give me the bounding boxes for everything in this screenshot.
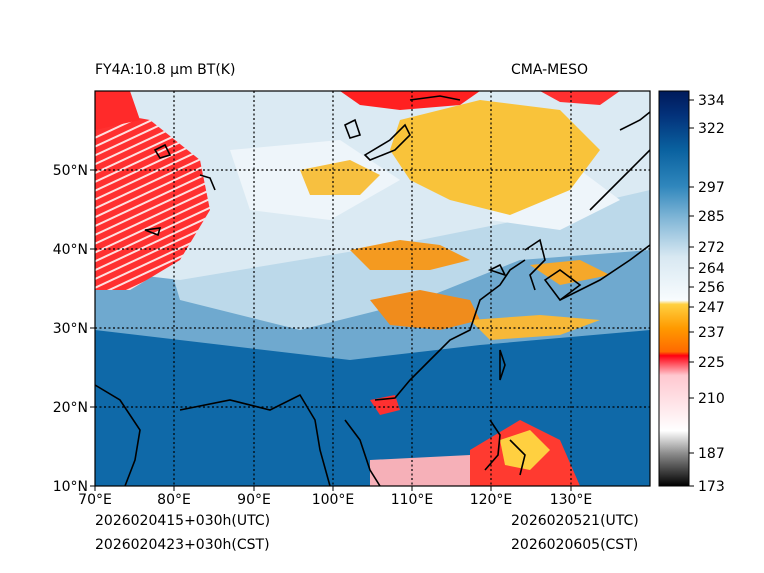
- colorbar-tick-label: 187: [698, 446, 725, 462]
- colorbar-tick-label: 225: [698, 355, 725, 371]
- lon-label: 120°E: [470, 492, 513, 508]
- lon-label: 90°E: [237, 492, 271, 508]
- lon-label: 130°E: [550, 492, 593, 508]
- colorbar-tick-label: 264: [698, 261, 725, 277]
- colorbar-tick-label: 210: [698, 391, 725, 407]
- map-frame: [94, 90, 651, 487]
- lat-label: 40°N: [53, 242, 88, 258]
- init-time-utc: 2026020415+030h(UTC): [95, 513, 271, 529]
- model-label: CMA-MESO: [511, 62, 589, 78]
- colorbar: [658, 90, 690, 487]
- graticule: [95, 91, 650, 486]
- lat-label: 50°N: [53, 163, 88, 179]
- axis-ticks: [90, 169, 572, 491]
- colorbar-tick-label: 256: [698, 280, 725, 296]
- lat-label: 20°N: [53, 400, 88, 416]
- lon-label: 100°E: [312, 492, 355, 508]
- colorbar-tick-label: 237: [698, 325, 725, 341]
- colorbar-ticks: [689, 99, 694, 487]
- map-title: FY4A:10.8 µm BT(K): [95, 62, 236, 78]
- colorbar-tick-label: 334: [698, 93, 725, 109]
- lat-label: 10°N: [53, 479, 88, 495]
- colorbar-tick-label: 285: [698, 209, 725, 225]
- init-time-cst: 2026020423+030h(CST): [95, 537, 270, 553]
- colorbar-tick-label: 297: [698, 180, 725, 196]
- lat-label: 30°N: [53, 321, 88, 337]
- lon-label: 80°E: [157, 492, 191, 508]
- brightness-temperature-field: [95, 91, 650, 486]
- lon-label: 70°E: [78, 492, 112, 508]
- colorbar-tick-label: 322: [698, 121, 725, 137]
- coastlines: [95, 95, 650, 486]
- colorbar-tick-label: 247: [698, 300, 725, 316]
- valid-time-cst: 2026020605(CST): [511, 537, 639, 553]
- lon-label: 110°E: [391, 492, 434, 508]
- valid-time-utc: 2026020521(UTC): [511, 513, 639, 529]
- colorbar-tick-label: 173: [698, 479, 725, 495]
- colorbar-tick-label: 272: [698, 240, 725, 256]
